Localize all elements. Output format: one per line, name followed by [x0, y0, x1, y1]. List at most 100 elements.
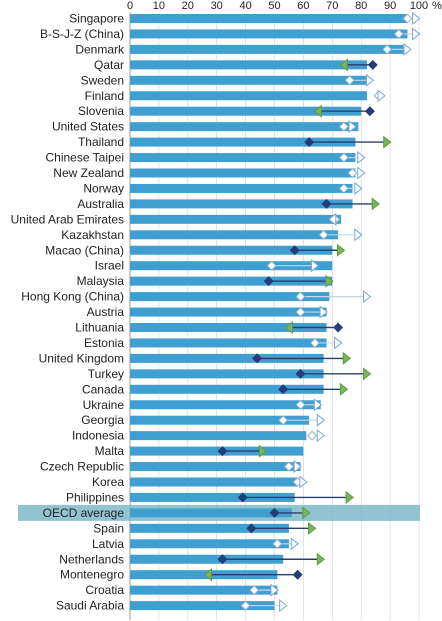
bar: [130, 462, 301, 472]
end-marker: [377, 89, 386, 103]
bar: [130, 601, 275, 611]
start-marker: [382, 44, 393, 55]
bars: [130, 14, 408, 611]
start-marker: [278, 415, 289, 426]
end-marker: [308, 521, 317, 535]
start-marker: [364, 106, 375, 117]
x-tick-label: 100: [410, 0, 428, 12]
bar: [130, 60, 367, 70]
start-marker: [333, 322, 344, 333]
bar: [130, 153, 356, 163]
start-marker: [295, 368, 306, 379]
bar: [130, 91, 367, 101]
bar: [130, 338, 327, 348]
bar: [130, 106, 362, 116]
bar: [130, 323, 327, 332]
bar: [130, 29, 408, 39]
end-marker: [354, 181, 363, 195]
bar: [130, 214, 341, 224]
bar: [130, 307, 327, 317]
end-marker: [203, 568, 213, 582]
x-tick-labels: 0 10 20 30 40 50 60 70 80 90 100%: [127, 0, 442, 12]
category-label: Israel: [95, 259, 124, 273]
category-label: Turkey: [88, 367, 124, 381]
end-marker: [412, 27, 421, 41]
end-marker: [336, 243, 346, 257]
end-marker: [334, 336, 343, 350]
bar: [130, 230, 339, 240]
end-marker: [365, 73, 375, 87]
category-label: Thailand: [78, 135, 124, 149]
category-label: New Zealand: [53, 166, 124, 180]
end-marker: [313, 398, 323, 412]
start-marker: [292, 569, 303, 580]
category-label: Slovenia: [78, 104, 124, 118]
category-label: Canada: [82, 382, 124, 396]
end-marker: [362, 290, 372, 304]
category-label: B-S-J-Z (China): [40, 27, 124, 41]
category-label: Ukraine: [83, 398, 125, 412]
bar: [130, 508, 292, 518]
start-marker: [237, 492, 248, 503]
end-marker: [284, 320, 293, 335]
category-label: Korea: [92, 475, 124, 489]
start-marker: [269, 507, 280, 518]
end-marker: [342, 351, 352, 365]
category-label: OECD average: [43, 506, 125, 520]
category-label: Indonesia: [72, 429, 124, 443]
bar: [130, 44, 405, 54]
start-marker: [249, 585, 260, 596]
bar: [130, 261, 333, 271]
category-label: Croatia: [85, 583, 124, 597]
bar: [130, 122, 359, 132]
category-label: Norway: [83, 181, 124, 195]
bar: [130, 292, 330, 302]
bar: [130, 446, 304, 456]
category-label: Georgia: [81, 413, 124, 427]
bar: [130, 431, 307, 441]
category-label: Latvia: [92, 537, 124, 551]
category-label: Austria: [87, 305, 125, 319]
end-marker: [327, 212, 337, 226]
start-marker: [246, 523, 257, 534]
end-marker: [299, 475, 308, 489]
x-tick-label: 40: [239, 0, 251, 12]
x-tick-label: 30: [211, 0, 223, 12]
start-marker: [338, 121, 349, 132]
end-marker: [362, 367, 372, 381]
start-marker: [217, 446, 228, 457]
category-label: Macao (China): [45, 243, 124, 257]
end-marker: [313, 104, 322, 118]
end-marker: [290, 537, 300, 551]
bar: [130, 477, 298, 487]
bar: [130, 137, 356, 147]
category-label: Chinese Taipei: [46, 151, 125, 165]
start-marker: [295, 291, 306, 302]
end-marker: [325, 274, 334, 288]
x-tick-label: 50: [268, 0, 280, 12]
category-label: Lithuania: [75, 321, 124, 335]
bar: [130, 570, 278, 580]
bar: [130, 492, 295, 502]
start-marker: [318, 229, 329, 240]
end-marker: [293, 460, 302, 474]
category-label: United Kingdom: [39, 351, 124, 365]
start-marker: [367, 59, 378, 70]
start-marker: [309, 337, 320, 348]
start-marker: [402, 13, 413, 24]
start-marker: [289, 245, 300, 256]
end-marker: [354, 228, 363, 242]
x-tick-label: 80: [355, 0, 367, 12]
end-marker: [383, 135, 392, 149]
end-marker: [316, 413, 326, 427]
bar: [130, 199, 353, 209]
category-label: Netherlands: [59, 552, 124, 566]
bar: [130, 585, 278, 595]
bar: [130, 400, 321, 410]
start-marker: [304, 137, 315, 148]
x-tick-label: 10: [153, 0, 165, 12]
category-label: United Arab Emirates: [11, 212, 124, 226]
start-marker: [266, 260, 277, 271]
category-label: Malta: [95, 444, 125, 458]
